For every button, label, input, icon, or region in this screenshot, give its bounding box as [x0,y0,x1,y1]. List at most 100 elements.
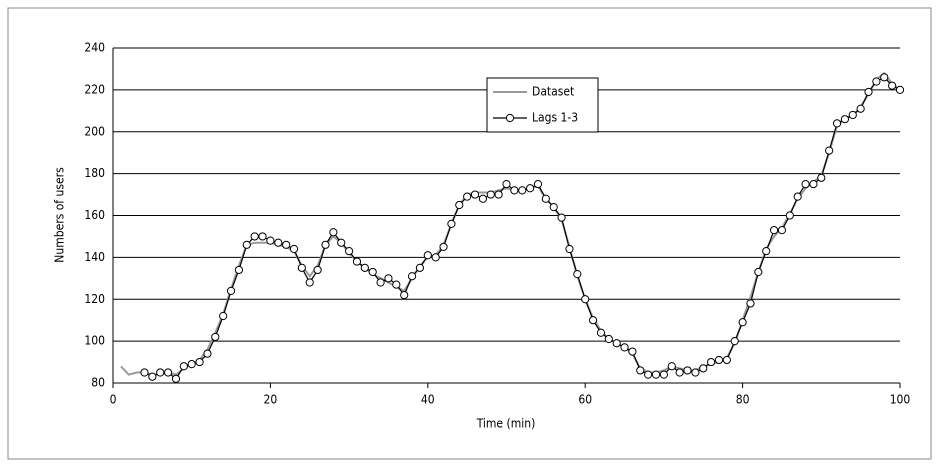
y-tick-label: 220 [84,82,105,96]
point [683,366,692,375]
point [352,257,362,266]
y-tick-label: 180 [84,166,105,180]
point [329,228,338,237]
point [337,238,346,247]
legend-marker [505,113,515,123]
point [345,246,354,256]
point [667,362,676,371]
point [163,368,173,377]
point [604,334,613,344]
point [455,200,464,210]
point [321,240,330,249]
point [872,77,881,86]
point [880,73,889,82]
point [376,278,385,287]
point [533,179,543,189]
y-tick-label: 200 [84,124,105,138]
point [368,267,377,277]
point [762,246,771,256]
x-tick-label: 60 [578,393,592,407]
point [769,226,779,235]
point [785,211,794,220]
point [549,203,558,212]
x-tick-label: 80 [736,393,750,407]
point [282,240,291,249]
point [195,357,204,367]
point [179,362,188,371]
point [541,194,550,203]
point [848,110,857,120]
point [888,81,897,90]
point [148,372,157,381]
point [156,368,165,377]
y-tick-label: 240 [84,41,105,55]
point [707,357,716,367]
y-tick-label: 140 [84,250,105,264]
point [447,219,456,228]
point [171,374,181,383]
point [289,244,299,254]
x-axis-label: Time (min) [476,417,536,431]
point [620,343,629,352]
y-tick-label: 80 [91,376,105,390]
y-tick-label: 160 [84,208,105,222]
point [832,119,842,128]
point [565,244,574,254]
point [502,179,511,189]
x-tick-label: 40 [421,393,435,407]
point [793,192,802,201]
point [691,368,700,377]
point [722,355,731,365]
point [305,278,314,287]
point [754,267,763,277]
point [384,274,393,283]
point [297,263,306,272]
x-tick-label: 100 [890,393,911,407]
legend-label: Dataset [532,85,574,99]
point [258,232,267,241]
point [439,242,448,252]
point [644,370,653,379]
point [714,355,724,365]
point [675,368,684,377]
point [140,368,149,377]
point [250,232,259,241]
point [423,251,432,260]
point [840,115,850,124]
point [242,240,251,249]
point [612,339,621,348]
point [392,280,401,289]
point [463,192,472,201]
point [266,236,275,245]
point [596,328,606,337]
point [746,299,755,308]
point [588,316,598,325]
point [415,263,425,272]
point [738,318,747,327]
point [801,179,810,189]
point [895,85,905,94]
point [730,337,739,346]
y-tick-label: 120 [84,292,105,306]
point [518,186,527,195]
y-tick-label: 100 [84,334,105,348]
point [526,184,535,193]
point [659,370,669,379]
point [407,272,417,281]
point [809,179,818,189]
point [313,265,322,275]
point [274,238,283,247]
point [203,349,212,358]
point [573,270,582,279]
point [400,290,409,300]
x-tick-label: 20 [264,393,278,407]
point [486,190,495,199]
point [825,146,834,155]
legend-box [486,77,599,133]
point [651,370,661,379]
point [557,213,566,222]
point [470,190,480,199]
legend-label: Lags 1-3 [532,111,578,125]
